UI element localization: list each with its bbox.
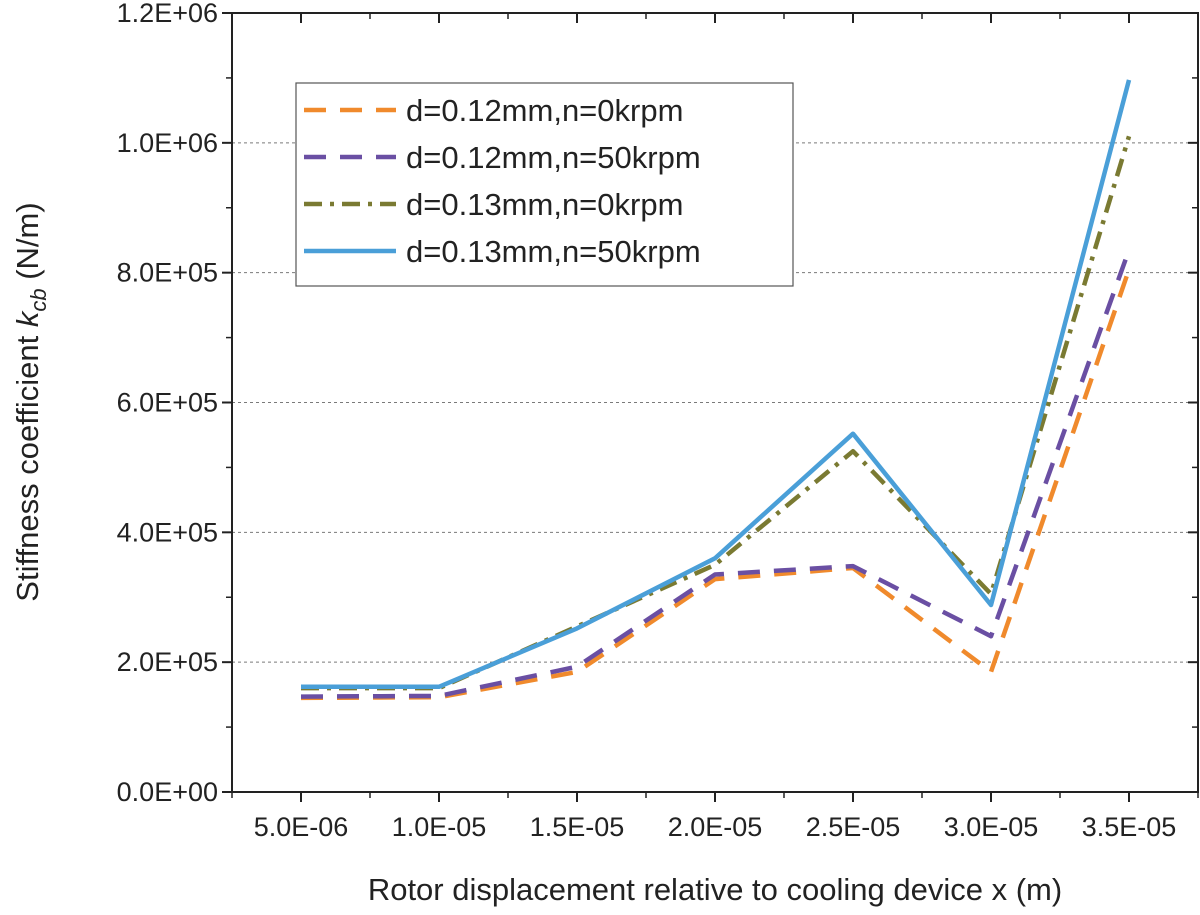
legend-label-4: d=0.13mm,n=50krpm [406, 234, 701, 269]
x-tick-label: 2.5E-05 [806, 812, 901, 842]
y-axis-title-sub: cb [26, 288, 51, 311]
y-tick-label: 8.0E+05 [117, 258, 218, 288]
x-tick-label: 1.5E-05 [530, 812, 625, 842]
y-tick-label: 2.0E+05 [117, 647, 218, 677]
x-tick-label: 1.0E-05 [392, 812, 487, 842]
y-tick-label: 6.0E+05 [117, 388, 218, 418]
x-tick-label: 2.0E-05 [668, 812, 763, 842]
axis-ticks [222, 12, 1199, 802]
legend: d=0.12mm,n=0krpm d=0.12mm,n=50krpm d=0.13m… [295, 82, 794, 287]
legend-label-3: d=0.13mm,n=0krpm [406, 187, 683, 222]
tick-labels: 0.0E+00 2.0E+05 4.0E+05 6.0E+05 8.0E+05 1.0E+… [117, 0, 1177, 842]
legend-label-1: d=0.12mm,n=0krpm [406, 93, 683, 128]
series-lines [300, 79, 1132, 701]
x-axis-title: Rotor displacement relative to cooling d… [368, 872, 1062, 907]
y-tick-label: 1.2E+06 [117, 0, 218, 28]
y-axis-title: Stiffness coefficient kcb (N/m) [10, 202, 51, 601]
legend-label-2: d=0.12mm,n=50krpm [406, 140, 701, 175]
x-tick-label: 3.5E-05 [1082, 812, 1177, 842]
x-tick-label: 3.0E-05 [944, 812, 1039, 842]
y-tick-label: 1.0E+06 [117, 128, 218, 158]
series-line-4 [301, 79, 1132, 690]
series-line-2 [300, 249, 1132, 699]
y-tick-label: 4.0E+05 [117, 517, 218, 547]
x-tick-label: 5.0E-06 [254, 812, 349, 842]
series-line-1 [300, 268, 1132, 701]
y-tick-label: 0.0E+00 [117, 777, 218, 807]
y-axis-title-unit: (N/m) [10, 202, 45, 288]
y-axis-title-main: Stiffness coefficient [10, 327, 45, 602]
y-axis-title-var: k [10, 310, 45, 327]
